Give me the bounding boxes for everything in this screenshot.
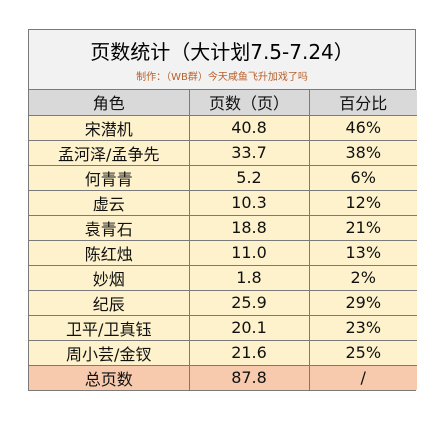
cell-role: 孟河泽/孟争先 (29, 139, 190, 166)
cell-percent: 46% (308, 114, 417, 141)
cell-role: 周小芸/金钗 (29, 339, 190, 366)
cell-pages: 21.6 (188, 339, 310, 366)
table-title: 页数统计（大计划7.5-7.24） (90, 40, 354, 64)
cell-role: 陈红烛 (29, 239, 190, 266)
cell-role: 何青青 (29, 164, 190, 191)
cell-pages: 33.7 (188, 139, 310, 166)
cell-percent: 29% (308, 289, 417, 316)
total-label: 总页数 (29, 364, 190, 390)
cell-percent: 21% (308, 214, 417, 241)
cell-pages: 5.2 (188, 164, 310, 191)
title-block: 页数统计（大计划7.5-7.24） 制作：（WB群）今天咸鱼飞升加戏了吗 (29, 30, 415, 90)
cell-pages: 10.3 (188, 189, 310, 216)
cell-pages: 18.8 (188, 214, 310, 241)
table-row: 何青青 5.2 6% (29, 164, 417, 191)
cell-pages: 40.8 (188, 114, 310, 141)
cell-percent: 2% (308, 264, 417, 291)
cell-pages: 1.8 (188, 264, 310, 291)
cell-pages: 11.0 (188, 239, 310, 266)
table-row: 虚云 10.3 12% (29, 189, 417, 216)
total-percent: / (308, 364, 417, 390)
cell-role: 虚云 (29, 189, 190, 216)
total-pages: 87.8 (188, 364, 310, 390)
page-count-table: 页数统计（大计划7.5-7.24） 制作：（WB群）今天咸鱼飞升加戏了吗 角色 … (28, 29, 417, 391)
table-subtitle: 制作：（WB群）今天咸鱼飞升加戏了吗 (136, 72, 308, 83)
cell-percent: 25% (308, 339, 417, 366)
header-row: 角色 页数（页） 百分比 (29, 90, 417, 116)
data-table: 角色 页数（页） 百分比 宋潜机 40.8 46% 孟河泽/孟争先 33.7 3… (29, 90, 417, 390)
cell-percent: 38% (308, 139, 417, 166)
cell-percent: 6% (308, 164, 417, 191)
cell-role: 妙烟 (29, 264, 190, 291)
cell-pages: 20.1 (188, 314, 310, 341)
table-row: 卫平/卫真钰 20.1 23% (29, 314, 417, 341)
header-pages: 页数（页） (188, 90, 310, 116)
table-row: 孟河泽/孟争先 33.7 38% (29, 139, 417, 166)
total-row: 总页数 87.8 / (29, 364, 417, 390)
cell-percent: 23% (308, 314, 417, 341)
header-role: 角色 (29, 90, 190, 116)
cell-percent: 13% (308, 239, 417, 266)
table-row: 陈红烛 11.0 13% (29, 239, 417, 266)
header-percent: 百分比 (308, 90, 417, 116)
cell-role: 宋潜机 (29, 114, 190, 141)
cell-percent: 12% (308, 189, 417, 216)
table-row: 纪辰 25.9 29% (29, 289, 417, 316)
table-row: 妙烟 1.8 2% (29, 264, 417, 291)
table-row: 周小芸/金钗 21.6 25% (29, 339, 417, 366)
table-row: 宋潜机 40.8 46% (29, 114, 417, 141)
cell-role: 纪辰 (29, 289, 190, 316)
cell-role: 袁青石 (29, 214, 190, 241)
cell-pages: 25.9 (188, 289, 310, 316)
cell-role: 卫平/卫真钰 (29, 314, 190, 341)
table-row: 袁青石 18.8 21% (29, 214, 417, 241)
